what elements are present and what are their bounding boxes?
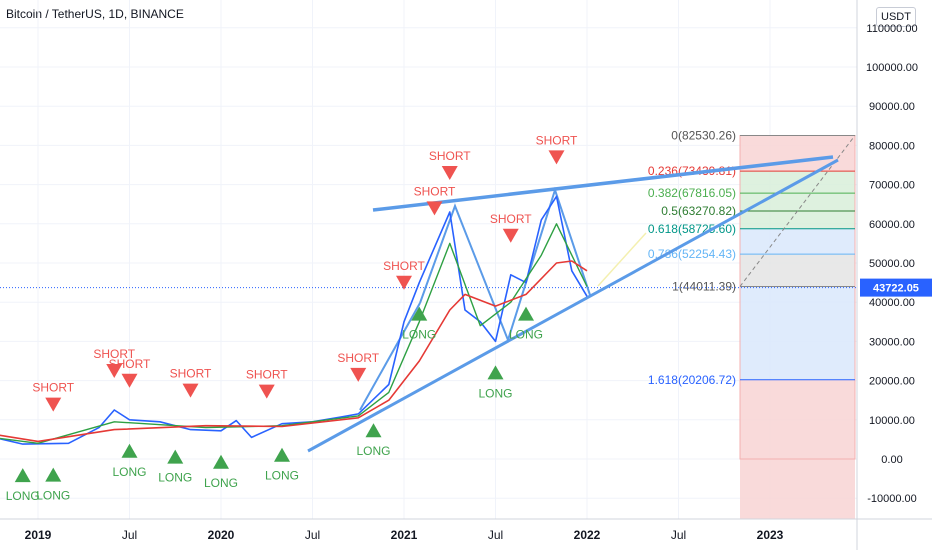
long-signal-marker: [487, 365, 504, 380]
x-tick-label: 2020: [208, 528, 235, 542]
fib-band: [740, 379, 855, 519]
long-signal-label: LONG: [509, 328, 543, 342]
long-signal-marker: [518, 306, 534, 321]
fib-level-label: 0(82530.26): [671, 128, 736, 142]
short-signal-label: SHORT: [246, 368, 288, 382]
y-tick-label: 50000.00: [869, 258, 915, 270]
short-signal-marker: [258, 384, 275, 399]
fib-level-label: 1(44011.39): [672, 279, 736, 293]
y-tick-label: 110000.00: [866, 23, 917, 35]
y-tick-label: 60000.00: [869, 219, 915, 231]
fib-trend-diagonal: [739, 135, 856, 287]
long-signal-marker: [365, 423, 382, 438]
short-signal-label: SHORT: [337, 351, 379, 365]
long-signal-marker: [274, 447, 290, 462]
short-signal-marker: [106, 364, 123, 378]
y-tick-label: 30000.00: [869, 336, 915, 348]
long-signal-marker: [411, 306, 428, 321]
x-tick-label: Jul: [305, 528, 320, 542]
long-signal-label: LONG: [356, 444, 390, 458]
x-tick-label: Jul: [488, 528, 503, 542]
x-tick-label: Jul: [671, 528, 686, 542]
y-tick-label: -10000.00: [867, 493, 917, 505]
long-signal-label: LONG: [112, 465, 146, 479]
short-signal-marker: [350, 367, 367, 382]
price-line: [0, 195, 588, 445]
y-tick-label: 70000.00: [869, 180, 915, 192]
fib-band: [740, 286, 855, 380]
chart-title: Bitcoin / TetherUS, 1D, BINANCE: [6, 7, 184, 21]
fib-level-label: 0.382(67816.05): [648, 186, 736, 200]
long-signal-label: LONG: [402, 328, 436, 342]
x-tick-label: 2019: [25, 528, 52, 542]
short-signal-label: SHORT: [109, 357, 151, 371]
long-signal-marker: [213, 454, 229, 469]
long-signal-marker: [121, 443, 138, 458]
fib-band: [740, 254, 855, 287]
current-price-label: 43722.05: [873, 283, 919, 295]
short-signal-label: SHORT: [32, 381, 74, 395]
lower-trendline: [307, 158, 839, 453]
slow-ma-line: [0, 260, 588, 443]
y-tick-label: 0.00: [881, 454, 902, 466]
y-tick-label: 40000.00: [869, 297, 915, 309]
upper-trendline: [372, 155, 834, 212]
price-series: [0, 195, 588, 445]
y-tick-label: 100000.00: [866, 62, 918, 74]
fib-level-label: 1.618(20206.72): [648, 373, 736, 387]
long-signal-marker: [45, 467, 62, 482]
long-signal-label: LONG: [6, 489, 40, 503]
zigzag-pattern: [419, 186, 591, 343]
fib-level-label: 0.786(52254.43): [648, 247, 736, 261]
currency-button[interactable]: USDT: [876, 7, 916, 27]
short-signal-marker: [121, 373, 138, 388]
current-price-badge: [860, 278, 932, 297]
fib-band: [740, 193, 855, 211]
grid: [0, 0, 857, 519]
fib-level-label: 0.618(58725.60): [648, 222, 736, 236]
fast-ma-line: [0, 223, 588, 444]
y-tick-label: 80000.00: [869, 140, 915, 152]
trendlines[interactable]: [0, 155, 857, 453]
x-tick-label: Jul: [122, 528, 137, 542]
short-signal-label: SHORT: [490, 212, 532, 226]
long-signal-label: LONG: [265, 469, 299, 483]
short-signal-label: SHORT: [383, 259, 425, 273]
y-tick-label: 20000.00: [869, 376, 915, 388]
short-signal-marker: [548, 150, 565, 165]
short-signal-label: SHORT: [429, 149, 471, 163]
short-signal-marker: [182, 383, 199, 398]
y-tick-label: 10000.00: [869, 415, 915, 427]
long-signal-label: LONG: [36, 489, 70, 503]
y-tick-label: 90000.00: [869, 101, 915, 113]
long-signal-label: LONG: [204, 476, 238, 490]
short-signal-label: SHORT: [414, 184, 456, 198]
short-signal-label: SHORT: [93, 347, 135, 361]
short-signal-label: SHORT: [170, 367, 212, 381]
x-tick-label: 2021: [391, 528, 418, 542]
fib-level-label: 0.5(63270.82): [661, 204, 736, 218]
long-signal-marker: [167, 449, 184, 464]
fib-band: [740, 228, 855, 255]
short-signal-marker: [426, 201, 443, 216]
rally-trendline: [359, 302, 421, 411]
long-signal-label: LONG: [158, 471, 192, 485]
short-signal-marker: [45, 397, 62, 412]
long-signal-label: LONG: [478, 386, 512, 400]
x-tick-label: 2023: [757, 528, 784, 542]
long-signal-marker: [14, 468, 31, 483]
x-tick-label: 2022: [574, 528, 601, 542]
short-signal-label: SHORT: [536, 133, 578, 147]
short-signal-marker: [441, 166, 458, 181]
short-signal-marker: [396, 275, 412, 290]
projection-line: [597, 232, 647, 287]
fibonacci-retracement[interactable]: 0(82530.26)0.236(73439.81)0.382(67816.05…: [648, 128, 856, 519]
fib-band: [740, 210, 855, 229]
short-signal-marker: [502, 228, 519, 243]
